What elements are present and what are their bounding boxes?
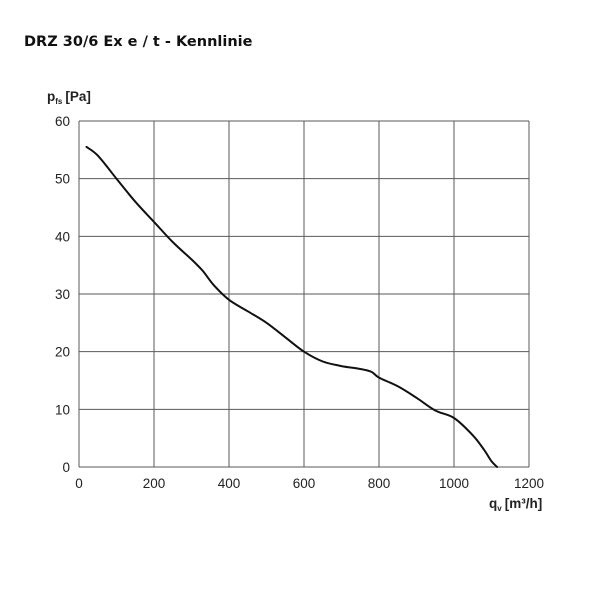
grid <box>78 120 530 468</box>
y-tick-label: 60 <box>55 114 70 129</box>
x-tick-label: 0 <box>75 476 83 491</box>
y-tick-label: 40 <box>55 229 70 244</box>
x-tick-label: 400 <box>218 476 241 491</box>
y-tick-label: 10 <box>55 402 70 417</box>
x-tick-label: 1200 <box>514 476 544 491</box>
x-tick-label: 800 <box>368 476 391 491</box>
y-tick-label: 20 <box>55 345 70 360</box>
x-tick-label: 1000 <box>439 476 469 491</box>
series-line <box>85 145 499 468</box>
y-axis-label: pfs [Pa] <box>47 89 91 106</box>
x-axis-label: qv [m³/h] <box>489 496 542 513</box>
y-tick-label: 0 <box>62 460 70 475</box>
y-tick-label: 50 <box>55 172 70 187</box>
tick-labels: 0 200 400 600 800 1000 1200 0 10 20 30 40 50 60 <box>55 114 544 491</box>
x-tick-label: 600 <box>293 476 316 491</box>
chart-title: DRZ 30/6 Ex e / t - Kennlinie <box>24 34 253 50</box>
y-tick-label: 30 <box>55 287 70 302</box>
x-tick-label: 200 <box>143 476 166 491</box>
